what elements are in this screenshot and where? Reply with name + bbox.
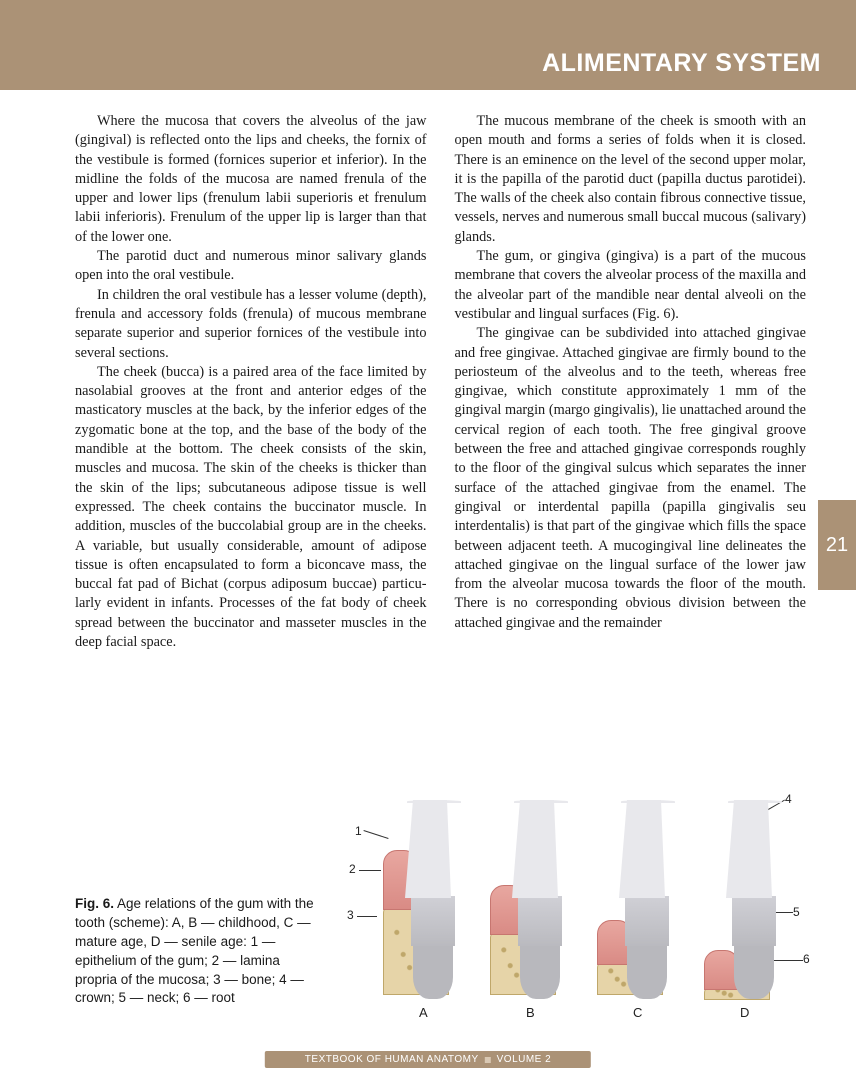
figure-6: Fig. 6. Age relations of the gum with th… — [0, 800, 856, 1040]
figure-caption: Fig. 6. Age relations of the gum with th… — [75, 895, 325, 1008]
crown — [512, 800, 558, 898]
tooth-panel-c: C — [577, 800, 677, 1010]
footer-text-left: TEXTBOOK OF HUMAN ANATOMY — [305, 1054, 479, 1065]
neck — [732, 896, 776, 946]
fig-label-2: 2 — [349, 862, 356, 876]
crown — [619, 800, 665, 898]
body-text: Where the mucosa that covers the alveolu… — [0, 90, 856, 652]
root — [520, 944, 560, 999]
tooth-panel-b: B — [470, 800, 570, 1010]
root — [627, 944, 667, 999]
paragraph: The gum, or gingiva (gingiva) is a part … — [455, 247, 807, 324]
fig-label-1: 1 — [355, 824, 362, 838]
neck — [625, 896, 669, 946]
tooth-panel-d: D — [684, 800, 784, 1010]
chapter-title: ALIMENTARY SYSTEM — [542, 49, 821, 78]
paragraph: Where the mucosa that covers the alveolu… — [75, 112, 427, 247]
panel-letter: C — [633, 1005, 642, 1012]
paragraph: The mucous membrane of the cheek is smoo… — [455, 112, 807, 247]
figure-label: Fig. 6. — [75, 896, 114, 911]
tooth-panel-a: A — [363, 800, 463, 1010]
fig-label-4: 4 — [785, 792, 792, 806]
root — [413, 944, 453, 999]
fig-label-5: 5 — [793, 905, 800, 919]
left-column: Where the mucosa that covers the alveolu… — [75, 112, 427, 652]
panel-letter: D — [740, 1005, 749, 1012]
neck — [518, 896, 562, 946]
teeth-diagram: 1 2 3 4 5 6 A B — [345, 800, 815, 1025]
crown — [405, 800, 451, 898]
panel-letter: B — [526, 1005, 535, 1012]
paragraph: The cheek (bucca) is a paired area of th… — [75, 363, 427, 652]
crown — [726, 800, 772, 898]
header-banner: ALIMENTARY SYSTEM — [0, 0, 856, 90]
neck — [411, 896, 455, 946]
root — [734, 944, 774, 999]
footer-text-right: VOLUME 2 — [497, 1054, 552, 1065]
page-number-tab: 21 — [818, 500, 856, 590]
paragraph: The parotid duct and numerous minor sali… — [75, 247, 427, 286]
fig-label-3: 3 — [347, 908, 354, 922]
footer-bar: TEXTBOOK OF HUMAN ANATOMY VOLUME 2 — [265, 1051, 591, 1068]
panel-letter: A — [419, 1005, 428, 1012]
right-column: The mucous membrane of the cheek is smoo… — [455, 112, 807, 652]
fig-label-6: 6 — [803, 952, 810, 966]
figure-caption-text: Age relations of the gum with the tooth … — [75, 896, 314, 1005]
paragraph: The gingivae can be subdivided into atta… — [455, 324, 807, 633]
page-number: 21 — [826, 534, 848, 557]
paragraph: In children the oral vestibule has a les… — [75, 286, 427, 363]
separator-icon — [485, 1057, 491, 1063]
